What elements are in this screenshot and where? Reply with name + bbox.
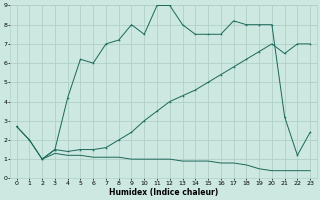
X-axis label: Humidex (Indice chaleur): Humidex (Indice chaleur) bbox=[109, 188, 218, 197]
